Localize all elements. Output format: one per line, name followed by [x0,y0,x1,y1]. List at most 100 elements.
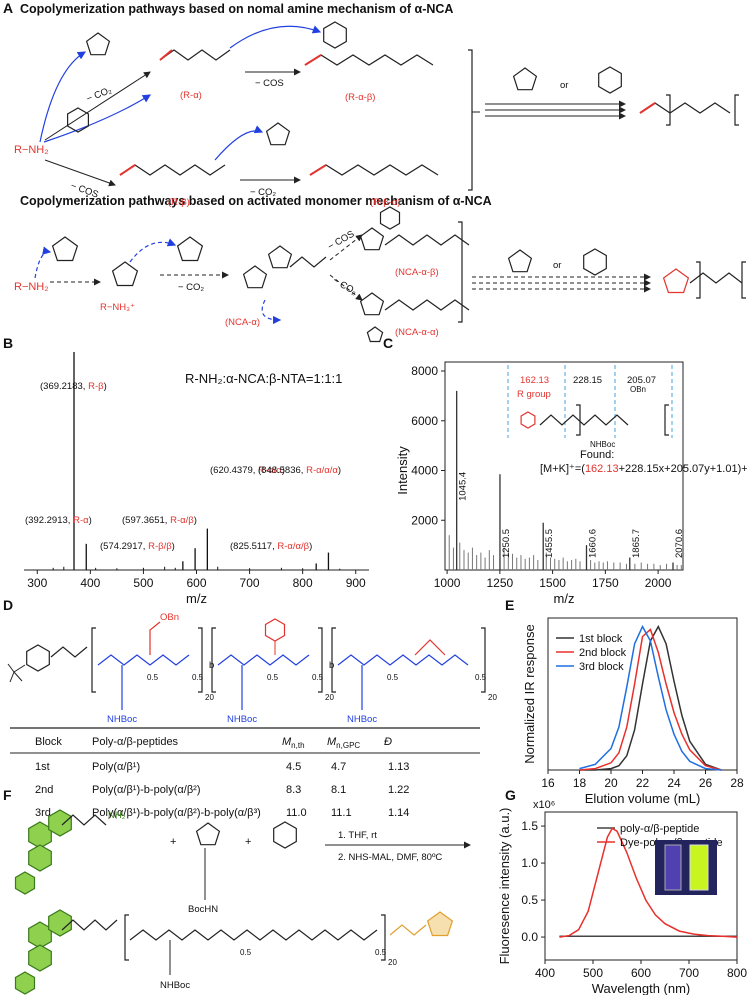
x-tick-label: 600 [186,576,206,590]
annotation-prefix: (848.5836, [258,465,306,476]
ring [28,921,52,949]
table-cell: 11.0 [286,807,307,819]
formula-rest: +228.15x+205.07y+1.01)+38.96 [619,463,747,475]
bracket [481,627,486,693]
bracket [211,627,216,693]
legend-label: 1st block [579,633,623,645]
chain [689,272,743,284]
peak-label: 2070.6 [674,529,685,558]
ring [14,971,36,995]
x-tick-label: 28 [730,776,744,790]
ring [85,32,111,56]
ring [176,236,204,262]
annotation-suffix: ) [282,465,285,476]
bracket [458,221,463,323]
subscript: 0.5 [267,673,279,682]
chain [639,102,656,114]
peak-label: 1660.6 [587,529,598,558]
condition: − CO₂ [85,85,114,105]
species-label: (R-α) [180,90,202,101]
ring [379,206,401,230]
peak-annotation: (574.2917, R-β/β) [100,541,175,552]
bracket [468,49,473,191]
subscript: 0.5 [387,673,399,682]
legend-label: poly-α/β-peptide [620,823,699,835]
chain [97,654,190,666]
ring [28,944,52,972]
y-axis-label: Normalized IR response [522,624,537,763]
series-line [579,624,722,771]
bracket [318,627,323,693]
chain [289,256,327,268]
x-tick-label: 1000 [434,576,461,590]
panel-label: C [383,335,393,351]
ring [111,261,139,287]
annotation-suffix: ) [194,515,197,526]
arrow [34,246,52,279]
condition: − CO₂ [178,282,204,293]
x-tick-label: 600 [631,966,651,980]
x-tick-label: 26 [699,776,713,790]
or: or [553,260,561,271]
y-tick-label: 6000 [411,414,438,428]
substituent: NHBoc [160,980,190,991]
annotation-prefix: (574.2917, [100,541,148,552]
table-cell: 8.1 [331,784,346,796]
formula-r: 162.13 [585,463,619,475]
side-chain [414,639,446,656]
arrow [44,159,116,187]
plus: + [170,836,176,848]
bracket [124,914,129,961]
species-label: (R-α-β) [345,92,375,103]
y-tick-label: 1.0 [521,856,538,870]
chain [217,654,310,666]
peak-label: 1250.5 [501,529,512,558]
chain [309,164,327,176]
ring [273,821,297,849]
condition: − COS [326,229,356,253]
x-axis-label: m/z [554,591,575,606]
panel-label: E [505,597,514,613]
annotation: NHBoc [590,440,615,449]
chain [159,49,231,61]
species-label: (R-β-α) [370,197,400,208]
panel-label: G [505,787,516,803]
tbutyl [7,663,26,683]
x-tick-label: 22 [636,776,650,790]
annotation-prefix: (369.2183, [40,381,88,392]
annotation-suffix: ) [89,515,92,526]
arrow [129,238,177,263]
ring [195,822,221,846]
ring [507,249,533,273]
annotation-suffix: ) [172,541,175,552]
chain [539,414,629,426]
chain [159,49,173,61]
ring [26,644,50,672]
species-label: R−NH₃⁺ [100,302,135,313]
chain [389,924,427,936]
species-label: (NCA-α) [225,317,260,328]
reagent: R−NH₂ [14,281,49,293]
x-tick-label: 900 [346,576,366,590]
bracket [381,914,386,961]
substituent: NHBoc [227,714,257,725]
peak-annotation: (620.4379, R-α/α) [210,465,285,476]
chain [384,299,470,311]
species-label: (R-β) [168,197,190,208]
bracket [734,94,739,126]
annotation: OBn [630,385,646,394]
peak-annotation: (825.5117, R-α/α/β) [230,541,312,552]
annotation-prefix: (825.5117, [230,541,277,552]
ring [359,227,385,251]
bracket [664,404,669,436]
annotation-species: R-α/α/β [277,541,309,552]
bracket [741,261,746,299]
chain [119,164,226,176]
bracket [91,627,96,693]
subscript: 20 [205,693,214,702]
y-tick-label: 4000 [411,464,438,478]
ring [267,245,293,269]
annotation-species: R-α/α/α [306,465,338,476]
y-tick-label: 1.5 [521,819,538,833]
condition: 2. NHS-MAL, DMF, 80ºC [338,852,442,863]
